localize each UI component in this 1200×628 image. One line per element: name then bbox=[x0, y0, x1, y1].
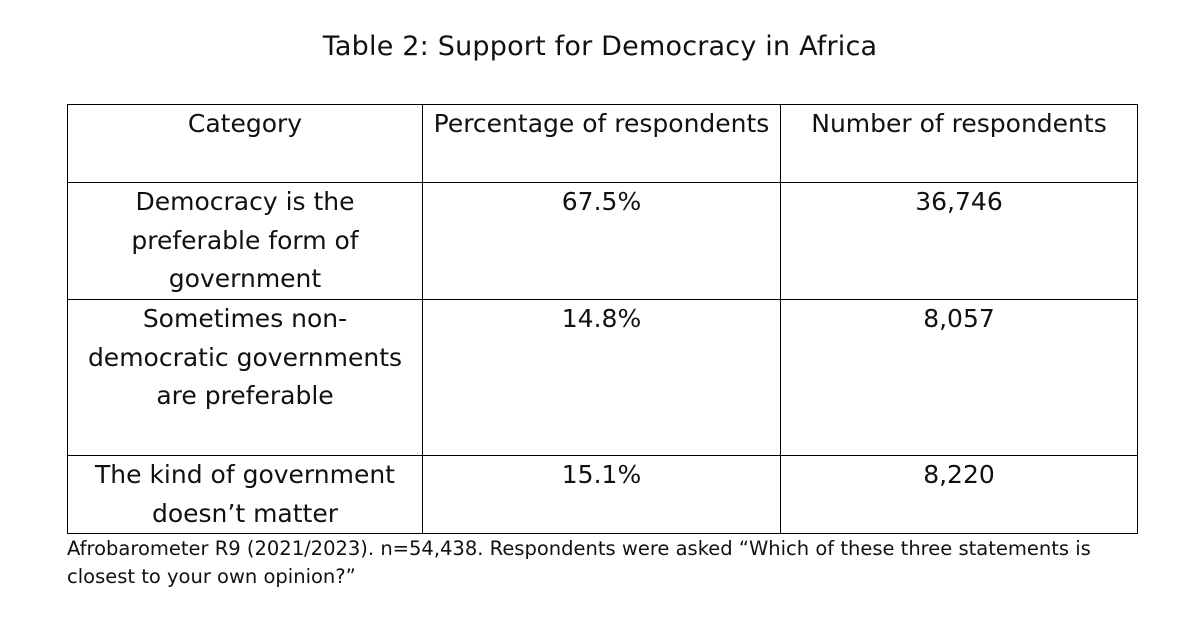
category-cell: Democracy is the preferable form of gove… bbox=[67, 182, 423, 300]
percentage-cell: 14.8% bbox=[422, 299, 781, 456]
number-cell: 36,746 bbox=[780, 182, 1138, 300]
header-number: Number of respondents bbox=[780, 104, 1138, 183]
percentage-cell: 15.1% bbox=[422, 455, 781, 534]
category-cell: Sometimes non-democratic governments are… bbox=[67, 299, 423, 456]
table-row: The kind of government doesn’t matter 15… bbox=[67, 455, 1138, 534]
source-footnote: Afrobarometer R9 (2021/2023). n=54,438. … bbox=[67, 537, 1091, 588]
header-percentage: Percentage of respondents bbox=[422, 104, 781, 183]
table-title: Table 2: Support for Democracy in Africa bbox=[322, 31, 878, 62]
data-table: Category Percentage of respondents Numbe… bbox=[67, 104, 1138, 534]
number-cell: 8,220 bbox=[780, 455, 1138, 534]
category-cell: The kind of government doesn’t matter bbox=[67, 455, 423, 534]
table-row: Democracy is the preferable form of gove… bbox=[67, 182, 1138, 300]
table-row: Sometimes non-democratic governments are… bbox=[67, 299, 1138, 456]
table-header-row: Category Percentage of respondents Numbe… bbox=[67, 104, 1138, 183]
percentage-cell: 67.5% bbox=[422, 182, 781, 300]
number-cell: 8,057 bbox=[780, 299, 1138, 456]
header-category: Category bbox=[67, 104, 423, 183]
